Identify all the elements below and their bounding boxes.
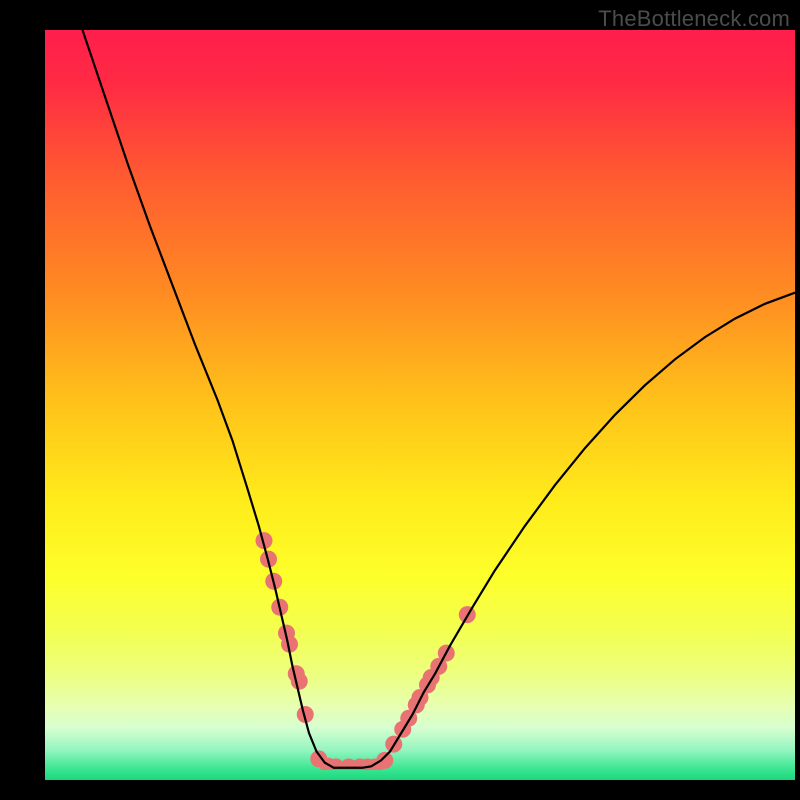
plot-area xyxy=(45,30,795,770)
curve-layer xyxy=(45,30,795,770)
chart-frame: TheBottleneck.com xyxy=(0,0,800,800)
scatter-point xyxy=(291,673,308,690)
watermark-text: TheBottleneck.com xyxy=(598,6,790,32)
scatter-point xyxy=(376,752,393,769)
bottleneck-curve xyxy=(83,30,796,768)
